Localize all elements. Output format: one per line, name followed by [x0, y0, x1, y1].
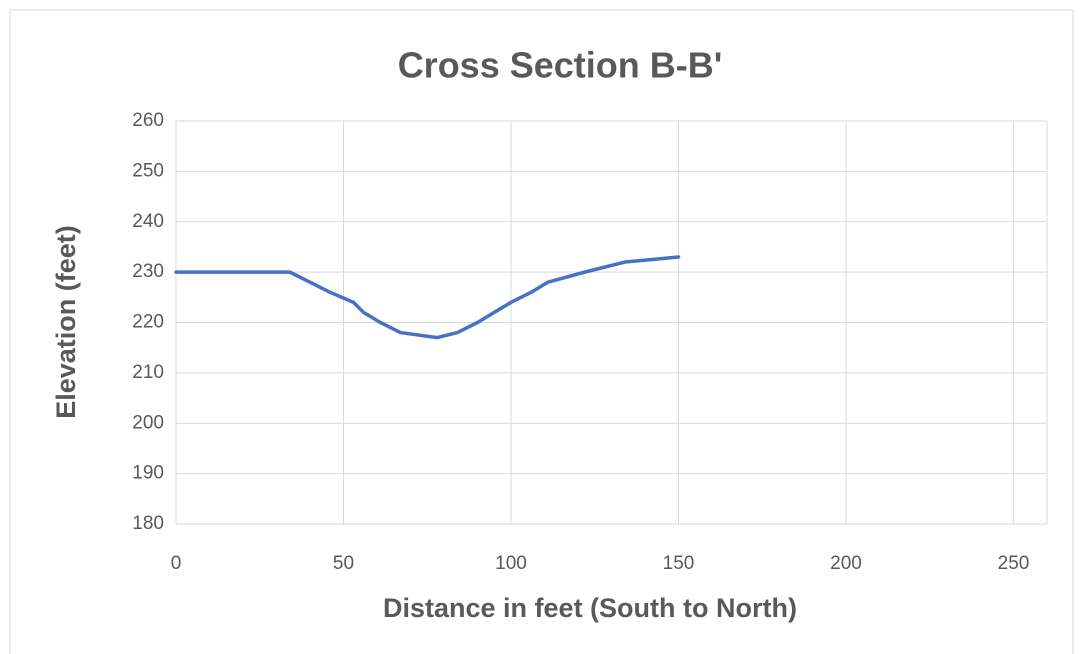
x-tick-label: 0	[171, 553, 182, 574]
y-tick-label: 200	[132, 412, 164, 433]
y-tick-label: 210	[132, 362, 164, 383]
chart-frame	[9, 9, 1074, 654]
y-tick-label: 180	[132, 513, 164, 534]
chart-title: Cross Section B-B'	[398, 45, 723, 86]
y-tick-label: 190	[132, 463, 164, 484]
x-tick-label: 150	[663, 553, 695, 574]
data-line	[174, 255, 681, 340]
x-tick-label: 100	[495, 553, 527, 574]
y-tick-label: 220	[132, 312, 164, 333]
y-axis-label: Elevation (feet)	[51, 225, 81, 419]
x-tick-label: 50	[333, 553, 354, 574]
y-tick-label: 260	[132, 110, 164, 131]
x-tick-label: 250	[998, 553, 1030, 574]
y-tick-label: 250	[132, 160, 164, 181]
y-tick-label: 240	[132, 211, 164, 232]
x-tick-label: 200	[830, 553, 862, 574]
x-axis-label: Distance in feet (South to North)	[383, 593, 797, 623]
y-tick-label: 230	[132, 261, 164, 282]
